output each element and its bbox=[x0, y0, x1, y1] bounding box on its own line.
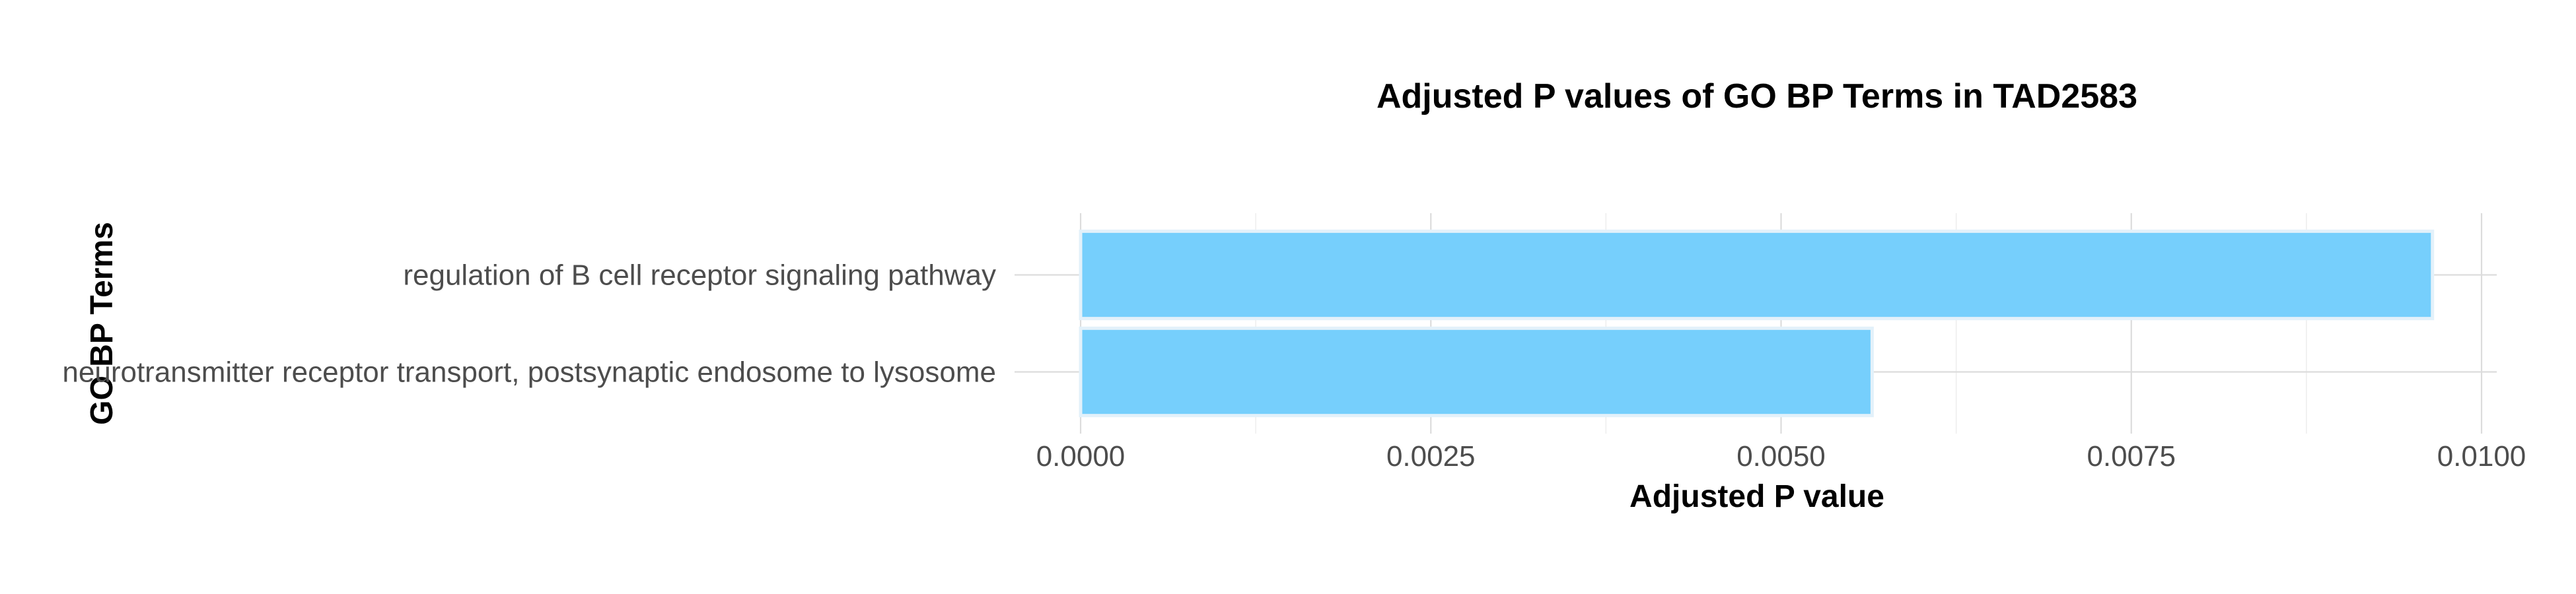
y-axis-title: GO BP Terms bbox=[85, 222, 120, 425]
bar bbox=[1079, 326, 1874, 418]
x-tick-label: 0.0000 bbox=[1036, 440, 1126, 473]
bar bbox=[1079, 229, 2435, 321]
x-axis-title: Adjusted P value bbox=[1629, 479, 1884, 514]
labels: Adjusted P values of GO BP Terms in TAD2… bbox=[62, 77, 2526, 514]
bars bbox=[1079, 229, 2435, 418]
chart-title: Adjusted P values of GO BP Terms in TAD2… bbox=[1377, 77, 2137, 116]
y-tick-label: regulation of B cell receptor signaling … bbox=[403, 259, 996, 292]
y-tick-label: neurotransmitter receptor transport, pos… bbox=[62, 356, 996, 389]
x-tick-label: 0.0050 bbox=[1736, 440, 1826, 473]
x-tick-label: 0.0075 bbox=[2087, 440, 2176, 473]
x-tick-label: 0.0100 bbox=[2437, 440, 2526, 473]
x-tick-label: 0.0025 bbox=[1386, 440, 1476, 473]
